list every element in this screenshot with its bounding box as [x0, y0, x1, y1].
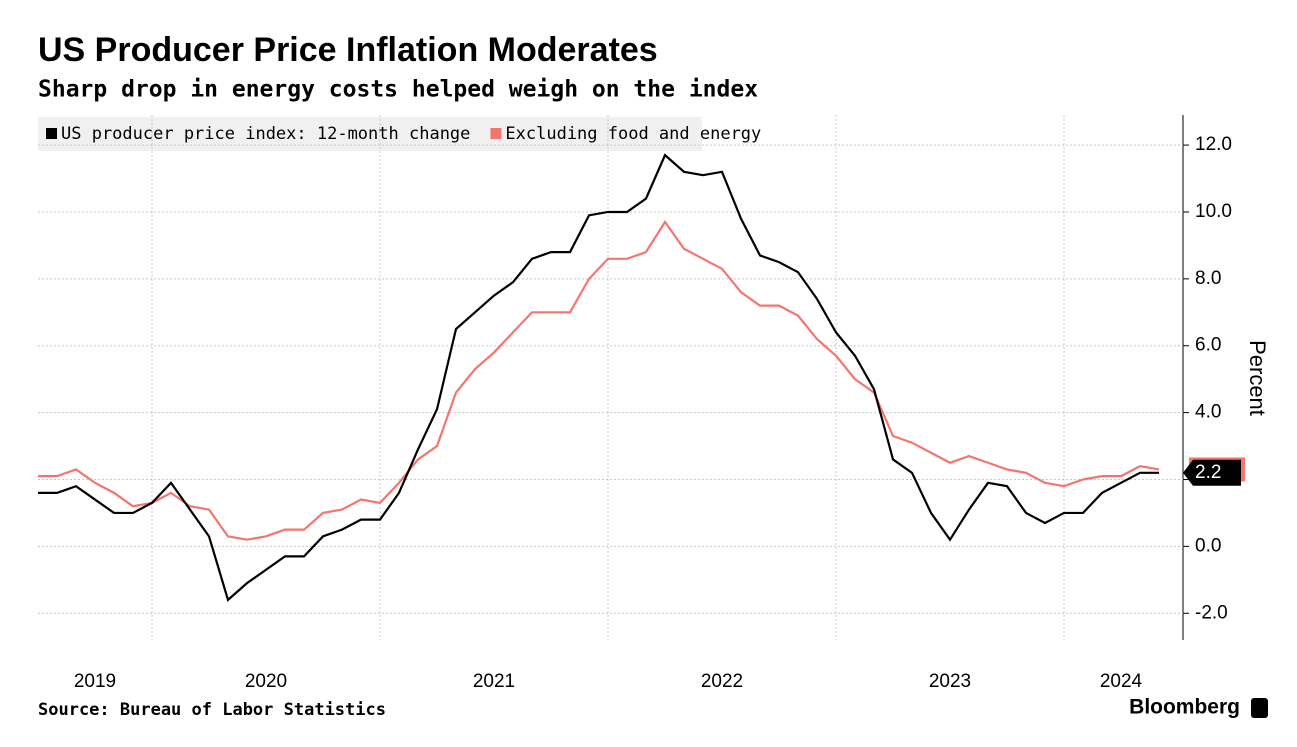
chart-subtitle: Sharp drop in energy costs helped weigh …	[38, 77, 758, 103]
y-tick-label: 12.0	[1195, 134, 1232, 155]
brand-icon	[1251, 698, 1268, 718]
x-tick-label: 2022	[701, 671, 743, 692]
y-axis-label: Percent	[1245, 340, 1270, 416]
x-tick-label: 2023	[929, 671, 971, 692]
y-tick-label: 10.0	[1195, 201, 1232, 222]
chart-title: US Producer Price Inflation Moderates	[38, 31, 658, 69]
x-tick-label: 2024	[1100, 671, 1143, 692]
x-tick-label: 2021	[473, 671, 515, 692]
y-tick-label: 0.0	[1195, 535, 1221, 556]
brand: Bloomberg	[1129, 696, 1240, 719]
y-tick-label: 8.0	[1195, 268, 1221, 289]
series-line	[38, 220, 1160, 541]
x-tick-label: 2020	[245, 671, 287, 692]
legend-swatch	[46, 128, 57, 139]
last-value-label: 2.2	[1195, 462, 1221, 483]
legend-swatch	[490, 128, 502, 139]
y-tick-label: 6.0	[1195, 335, 1221, 356]
y-tick-label: -2.0	[1195, 602, 1228, 623]
y-tick-label: 4.0	[1195, 402, 1221, 423]
source: Source: Bureau of Labor Statistics	[38, 700, 386, 720]
last-value-badge	[1183, 459, 1241, 486]
legend-label: US producer price index: 12-month change	[61, 124, 470, 144]
x-tick-label: 2019	[74, 671, 116, 692]
legend-label: Excluding food and energy	[505, 124, 761, 144]
series-line	[38, 153, 1159, 602]
